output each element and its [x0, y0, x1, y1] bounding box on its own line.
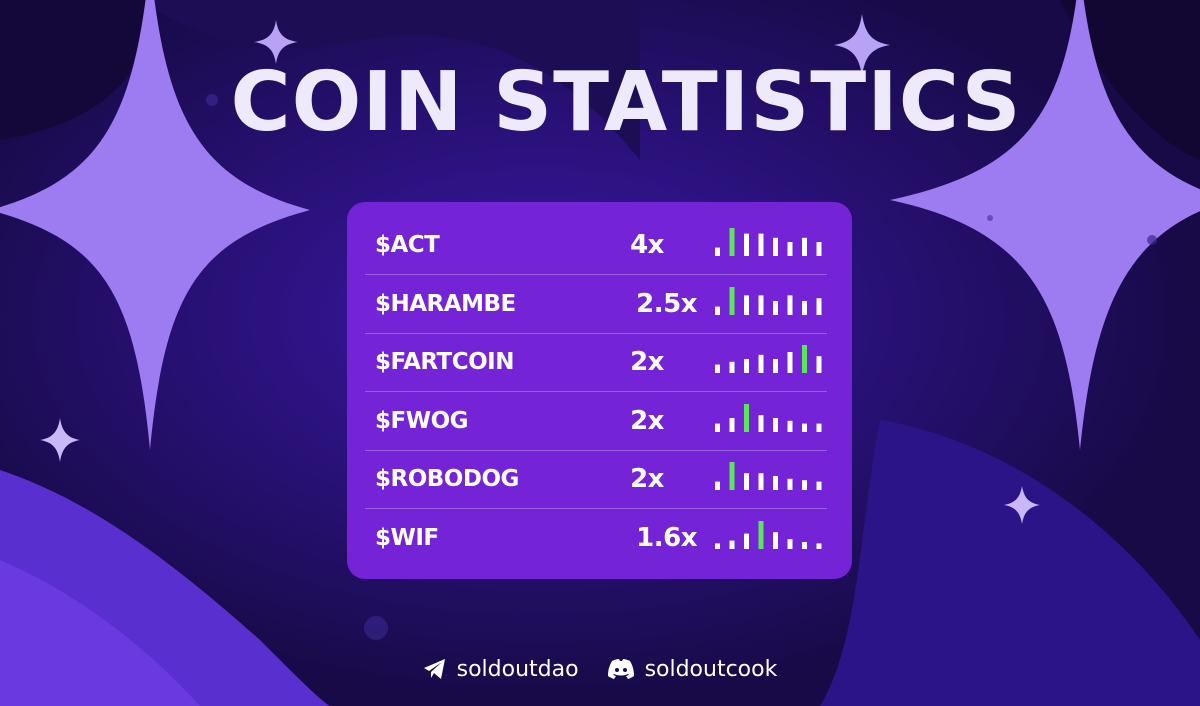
sparkle-right-icon [890, 0, 1200, 450]
multiplier-value: 2.5x [636, 288, 697, 319]
sparkline-bar [773, 417, 778, 432]
sparkline-bar [729, 417, 735, 432]
sparkline-bar [744, 533, 749, 549]
sparkline-bar [787, 478, 793, 490]
multiplier-value: 4x [630, 230, 664, 260]
sparkline-bar [758, 294, 764, 315]
sparkline-bar [787, 294, 793, 315]
sparkline [715, 520, 822, 549]
sparkline-bar [787, 352, 793, 373]
sparkline-bar [715, 247, 720, 256]
sparkline-bar [729, 540, 735, 549]
sparkline [715, 228, 822, 256]
sparkline-bar [773, 476, 778, 490]
sparkline-bar [729, 361, 735, 373]
sparkline-bar [802, 300, 807, 315]
sparkline-bar [715, 306, 720, 315]
sparkline-bar [715, 542, 720, 549]
sparkline-bar [715, 364, 720, 373]
sparkline-bar [816, 423, 822, 432]
sparkline-bar-highlight [729, 462, 735, 490]
multiplier-value: 2x [630, 405, 664, 436]
sparkline-bar-highlight [802, 345, 807, 373]
coin-name: $FWOG [375, 407, 469, 434]
sparkline-bar [802, 237, 807, 256]
sparkline-bar-highlight [758, 520, 764, 549]
table-row: $HARAMBE 2.5x [365, 275, 827, 334]
sparkline-bar [816, 481, 822, 490]
sparkline-bar-highlight [744, 403, 749, 432]
discord-link[interactable]: soldoutcook [607, 656, 778, 682]
sparkline-bar [816, 356, 822, 373]
discord-label: soldoutcook [644, 656, 778, 682]
sparkline-bar [787, 420, 793, 432]
footer: soldoutdao soldoutcook [0, 652, 1200, 686]
table-row: $FWOG 2x [365, 392, 827, 451]
sparkline-bar-highlight [729, 286, 735, 315]
sparkline-bar [787, 538, 793, 549]
sparkline-bar [787, 242, 793, 256]
sparkline-bar [744, 473, 749, 490]
discord-icon [607, 659, 634, 679]
table-row: $ACT 4x [365, 216, 827, 275]
sparkline-bar [773, 359, 778, 373]
sparkline-bar [758, 354, 764, 373]
page-title: COIN STATISTICS [230, 55, 1022, 150]
sparkline-bar [773, 300, 778, 315]
sparkline [715, 462, 822, 490]
sparkline-bar [773, 237, 778, 256]
sparkline-bar-highlight [729, 228, 735, 256]
table-row: $FARTCOIN 2x [365, 333, 827, 392]
stats-card: $ACT 4x $HARAMBE 2.5x $FARTCOIN 2x $FWOG 2x $ROB… [347, 202, 852, 579]
telegram-link[interactable]: soldoutdao [423, 657, 579, 682]
table-row: $WIF 1.6x [365, 509, 827, 567]
coin-name: $ACT [375, 232, 440, 258]
sparkline-bar [816, 297, 822, 315]
sparkline [715, 345, 822, 373]
sparkle-left-icon [0, 0, 310, 450]
sparkline-bar [744, 294, 749, 315]
sparkline-bar [816, 542, 822, 549]
sparkline-bar [758, 473, 764, 490]
sparkline-bar [744, 233, 749, 256]
multiplier-value: 2x [630, 347, 664, 377]
sparkline-bar [802, 423, 807, 432]
sparkline-bar [773, 531, 778, 549]
telegram-label: soldoutdao [456, 656, 579, 682]
sparkline-bar [715, 423, 720, 432]
sparkline-bar [758, 233, 764, 256]
sparkline-bar [744, 359, 749, 373]
coin-name: $ROBODOG [375, 466, 519, 492]
coin-name: $FARTCOIN [375, 349, 514, 375]
sparkline-bar [715, 481, 720, 490]
telegram-icon [423, 659, 445, 679]
sparkline-bar [758, 414, 764, 432]
table-row: $ROBODOG 2x [365, 450, 827, 509]
coin-name: $WIF [375, 524, 439, 551]
sparkline-bar [802, 480, 807, 490]
sparkline-bar [802, 541, 807, 549]
coin-name: $HARAMBE [375, 290, 516, 317]
multiplier-value: 1.6x [636, 522, 697, 553]
sparkline [715, 403, 822, 432]
sparkline [715, 286, 822, 315]
sparkline-bar [816, 242, 822, 256]
multiplier-value: 2x [630, 464, 664, 494]
